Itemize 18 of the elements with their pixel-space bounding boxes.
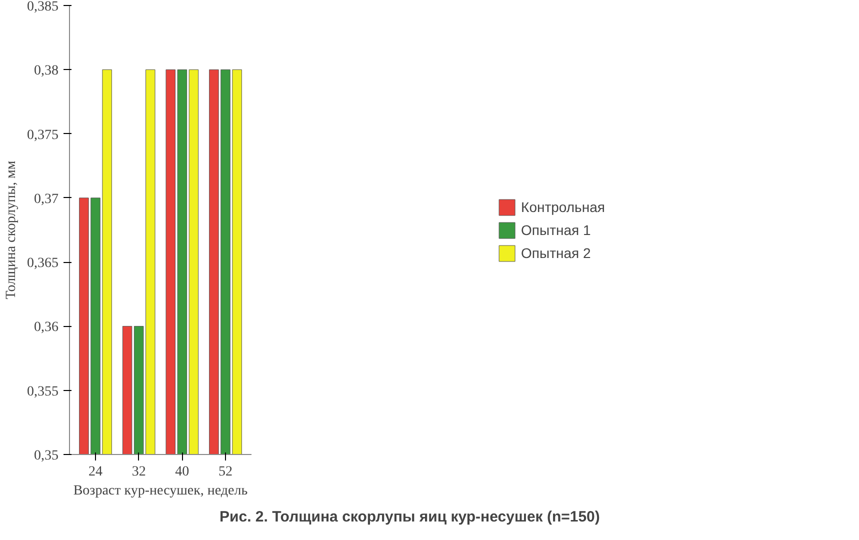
text: Рис. 2. Толщина скорлупы яиц кур-несушек (n=150): [220, 508, 600, 526]
x-axis-title: Возраст кур-несушек, недель: [73, 484, 248, 498]
y-axis-title: Толщина скорлупы, мм: [4, 160, 19, 300]
y-tick-label: 0,36: [34, 320, 58, 336]
x-tick-label: 40: [175, 464, 190, 480]
y-tick-label: 0,385: [27, 0, 58, 14]
x-tick-label: 32: [132, 464, 146, 480]
y-tick-label: 0,375: [27, 128, 58, 143]
y-tick-label: 0,37: [34, 192, 58, 207]
y-tick-label: 0,365: [27, 256, 58, 272]
y-tick-label: 0,355: [27, 384, 58, 400]
y-tick-label: 0,38: [34, 64, 58, 79]
legend-label: Опытная 2: [521, 244, 591, 260]
x-tick-label: 24: [88, 464, 102, 480]
legend-label: Опытная 1: [521, 222, 591, 238]
x-tick-label: 52: [218, 464, 232, 480]
legend-label: Контрольная: [521, 198, 605, 214]
y-tick-label: 0,35: [34, 448, 58, 464]
